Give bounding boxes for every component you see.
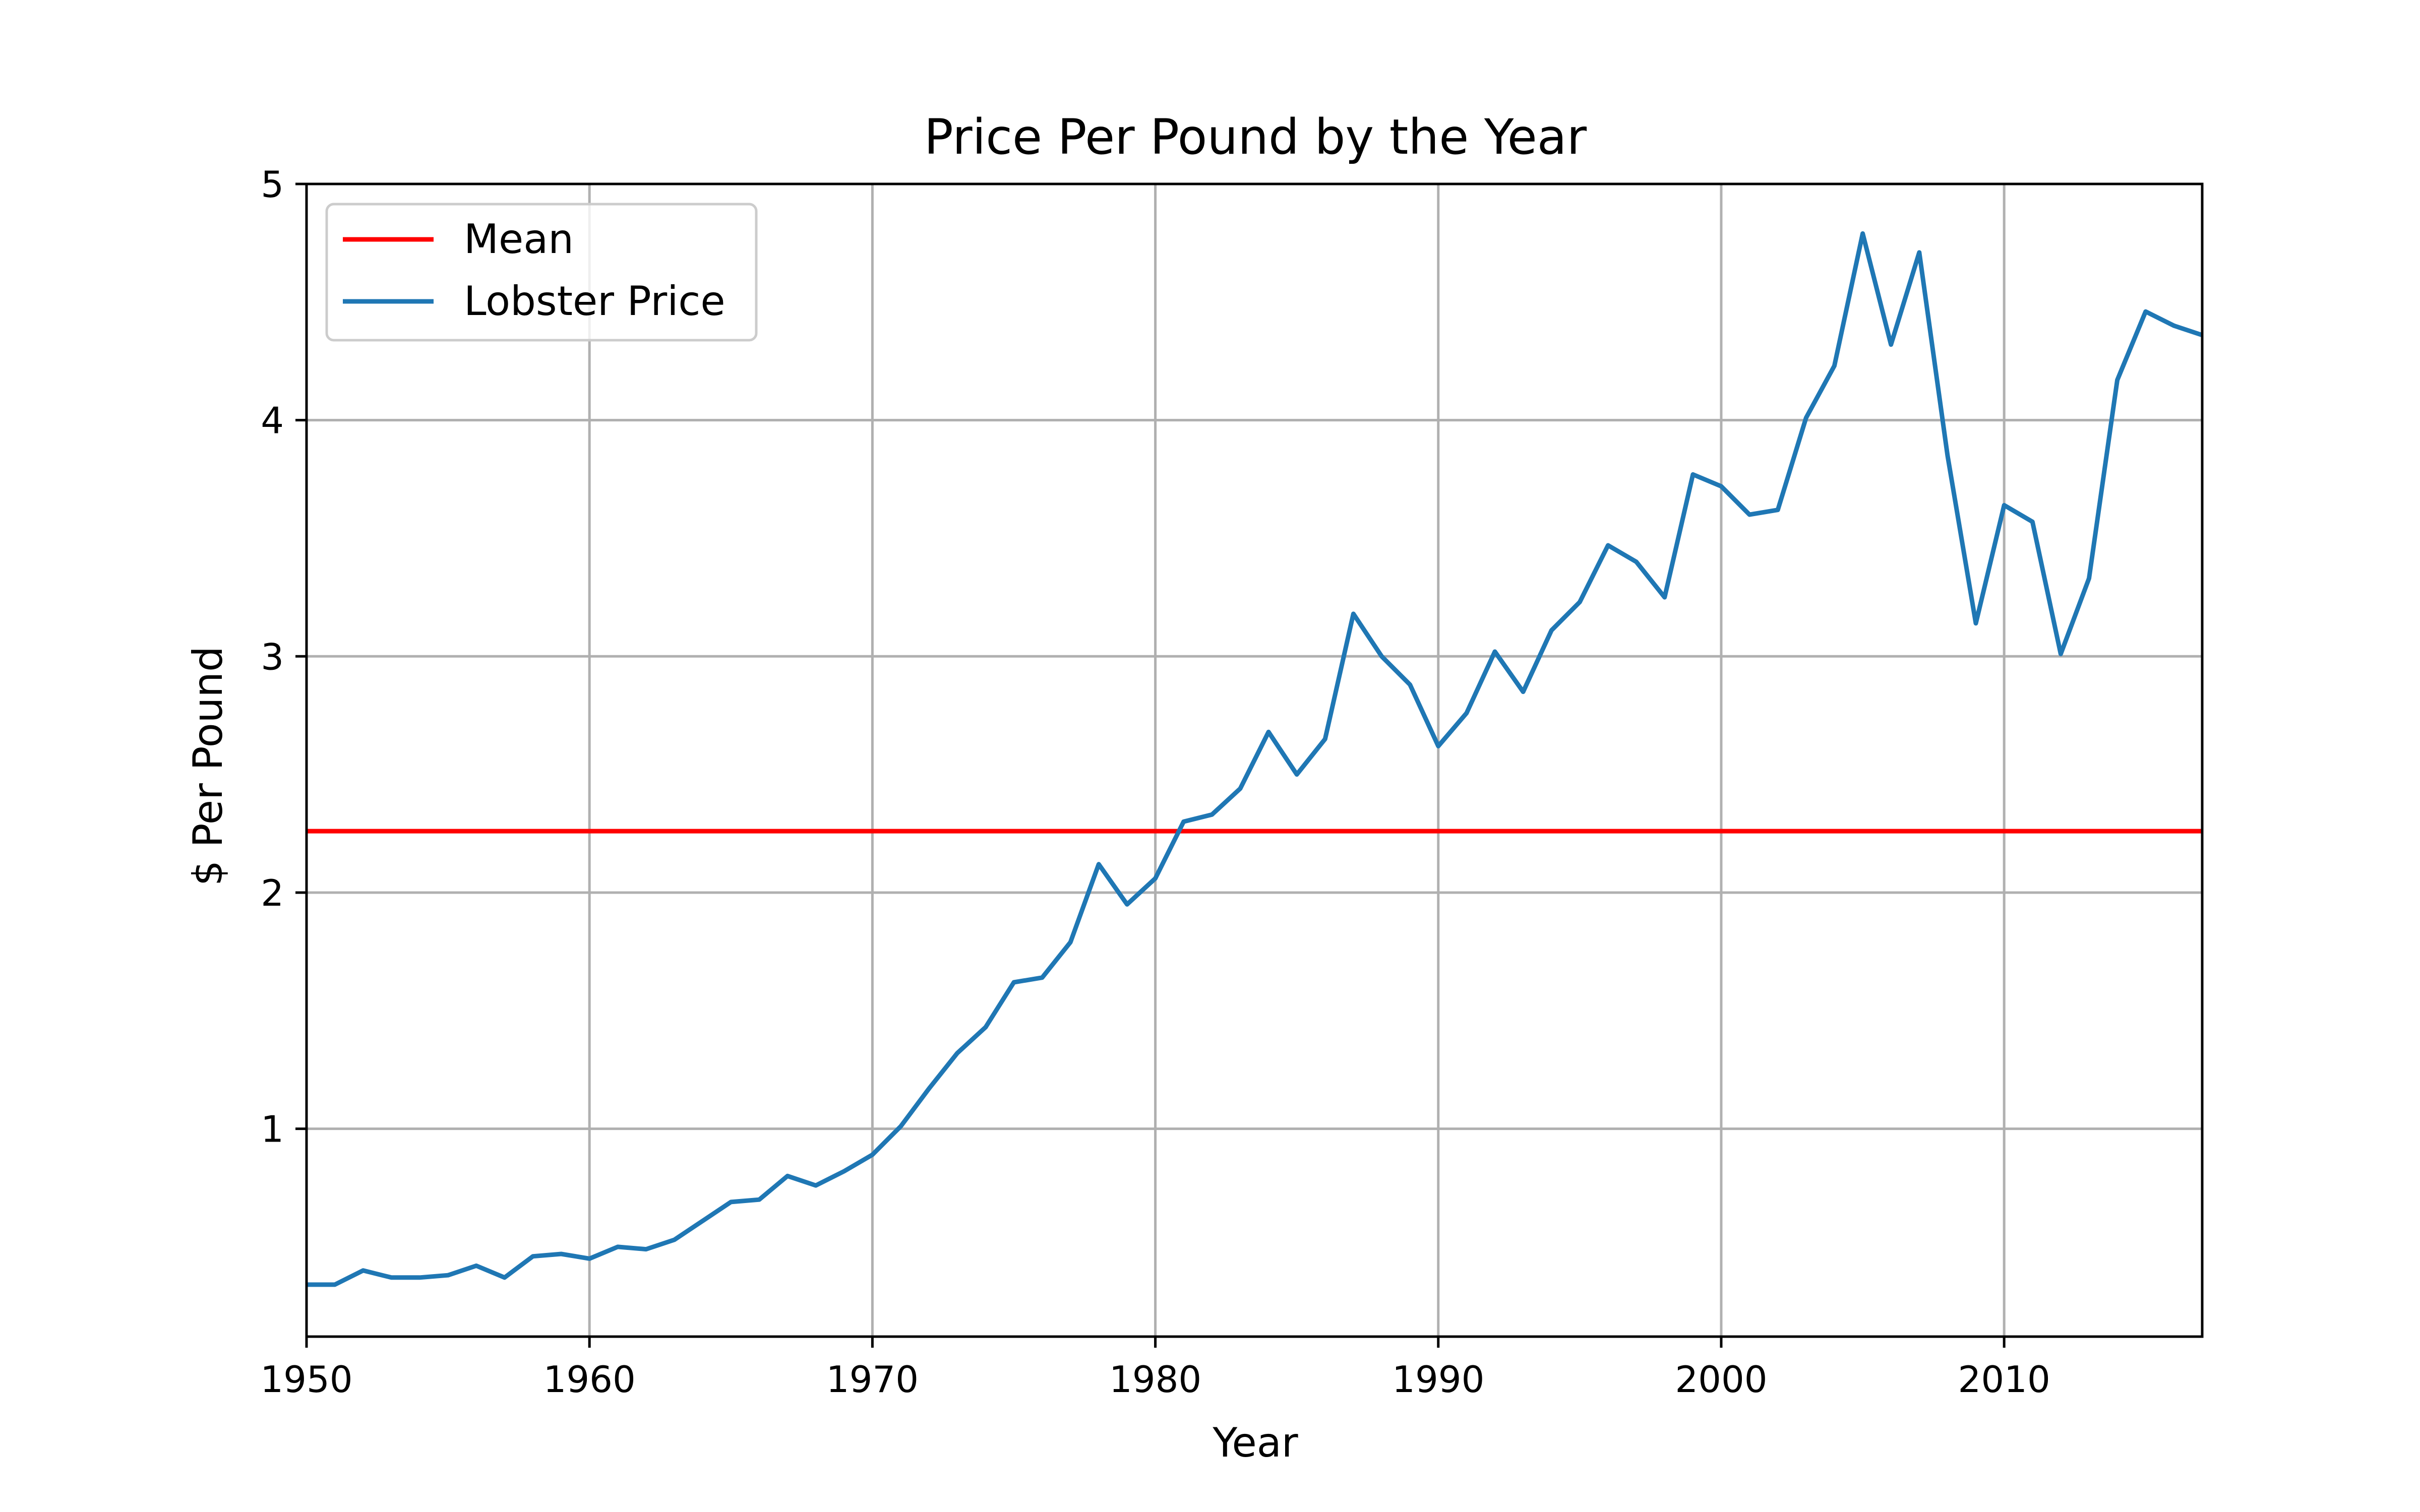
y-tick-label: 1 — [261, 1108, 284, 1151]
y-axis-label: $ Per Pound — [185, 646, 231, 886]
legend-label-lobster-price: Lobster Price — [464, 278, 725, 325]
grid-lines — [305, 182, 2202, 1337]
y-tick-label: 2 — [261, 872, 284, 914]
legend-box — [325, 203, 758, 342]
x-axis-label: Year — [1212, 1419, 1298, 1466]
x-tick-label: 1980 — [1109, 1358, 1201, 1401]
series-line-lobster-price — [307, 231, 2203, 1287]
plot-frame — [305, 182, 2204, 1338]
series-lines — [307, 231, 2203, 1287]
chart-title: Price Per Pound by the Year — [924, 109, 1587, 165]
x-tick-label: 1990 — [1392, 1358, 1484, 1401]
x-tick-label: 2000 — [1675, 1358, 1767, 1401]
y-tick-label: 3 — [261, 636, 284, 678]
legend: Mean Lobster Price — [325, 203, 758, 342]
x-tick-label: 1970 — [826, 1358, 919, 1401]
x-tick-label: 1950 — [260, 1358, 352, 1401]
y-tick-label: 4 — [261, 400, 284, 442]
y-tick-label: 5 — [261, 163, 284, 206]
legend-label-mean: Mean — [464, 216, 574, 263]
x-tick-label: 1960 — [543, 1358, 636, 1401]
axis-ticks: 1950 1960 1970 1980 1990 2000 2010 1 2 3 4 5 — [260, 163, 2050, 1401]
x-tick-label: 2010 — [1958, 1358, 2050, 1401]
